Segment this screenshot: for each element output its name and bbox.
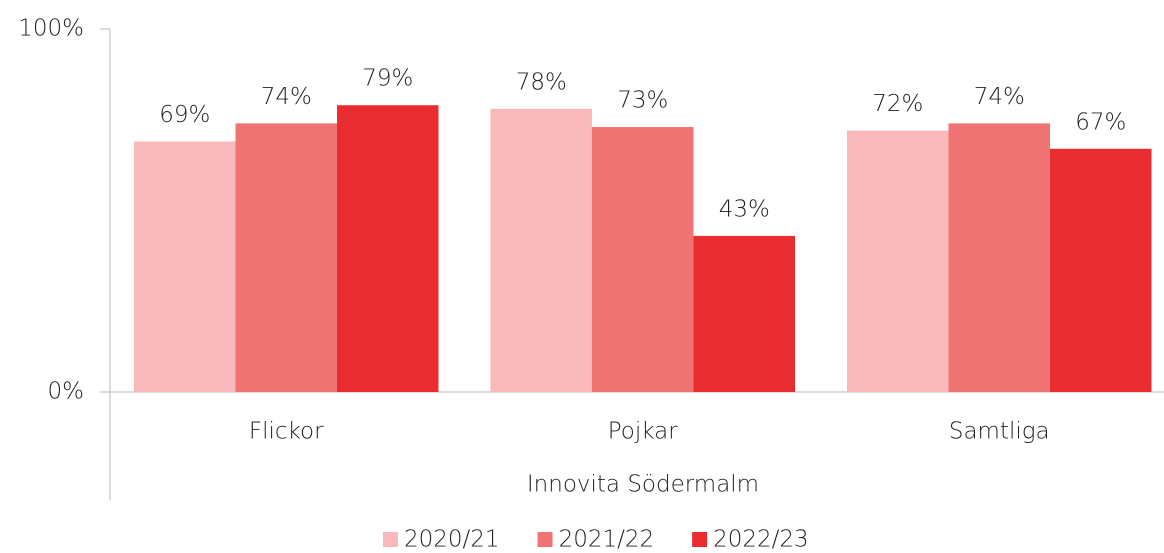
bar xyxy=(1050,148,1152,392)
data-label: 43% xyxy=(719,196,770,222)
legend-swatch xyxy=(383,532,398,547)
bar xyxy=(134,141,236,392)
x-tick-label: Pojkar xyxy=(608,419,679,445)
data-label: 72% xyxy=(872,91,923,117)
y-tick-label: 0% xyxy=(48,379,85,405)
legend-label: 2020/21 xyxy=(404,527,500,553)
legend-swatch xyxy=(537,532,553,547)
legend-swatch xyxy=(692,532,708,547)
bar xyxy=(490,108,592,393)
bar xyxy=(337,105,439,392)
data-label: 69% xyxy=(159,102,210,128)
data-label: 79% xyxy=(362,66,413,92)
data-label: 67% xyxy=(1075,109,1126,135)
data-label: 78% xyxy=(516,69,567,95)
bar xyxy=(948,123,1050,392)
bar xyxy=(592,127,694,392)
legend-label: 2021/22 xyxy=(559,527,655,553)
x-tick-label: Flickor xyxy=(249,419,324,445)
y-tick-label: 100% xyxy=(18,16,84,42)
bar xyxy=(693,235,795,392)
bar xyxy=(847,130,949,392)
bar xyxy=(235,123,337,392)
x-tick-label: Samtliga xyxy=(949,419,1050,445)
data-label: 74% xyxy=(974,84,1025,110)
data-label: 74% xyxy=(261,84,312,110)
legend-label: 2022/23 xyxy=(713,527,809,553)
data-label: 73% xyxy=(617,88,668,114)
x-axis-title: Innovita Södermalm xyxy=(527,472,759,498)
